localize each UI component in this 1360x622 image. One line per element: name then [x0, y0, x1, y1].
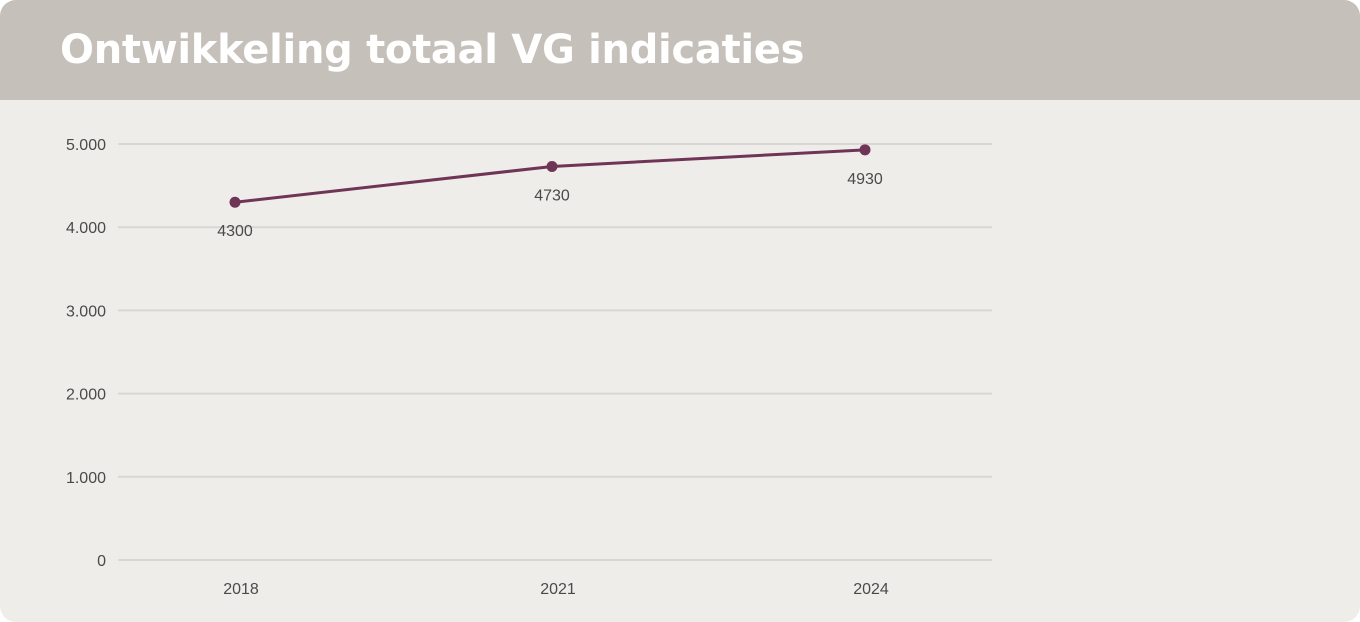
series-layer — [229, 144, 871, 208]
y-tick-label: 4.000 — [66, 220, 106, 237]
x-tick-label: 2018 — [223, 581, 259, 598]
y-tick-label: 2.000 — [66, 387, 106, 404]
x-tick-label: 2021 — [540, 581, 576, 598]
y-tick-label: 5.000 — [66, 137, 106, 154]
chart-title: Ontwikkeling totaal VG indicaties — [60, 27, 805, 73]
data-label: 4730 — [534, 187, 570, 204]
x-tick-label: 2024 — [853, 581, 889, 598]
data-labels: 4300 4730 4930 — [217, 171, 883, 240]
grid-lines — [118, 143, 992, 561]
data-point — [859, 144, 871, 156]
data-label: 4930 — [847, 171, 883, 188]
chart-header: Ontwikkeling totaal VG indicaties — [0, 0, 1360, 100]
y-tick-label: 1.000 — [66, 470, 106, 487]
y-tick-label: 0 — [97, 553, 106, 570]
data-point — [546, 160, 558, 172]
data-label: 4300 — [217, 223, 253, 240]
y-axis-tick-labels: 0 1.000 2.000 3.000 4.000 5.000 — [66, 137, 106, 570]
y-tick-label: 3.000 — [66, 303, 106, 320]
x-axis-tick-labels: 2018 2021 2024 — [223, 581, 889, 598]
data-point — [229, 196, 241, 208]
